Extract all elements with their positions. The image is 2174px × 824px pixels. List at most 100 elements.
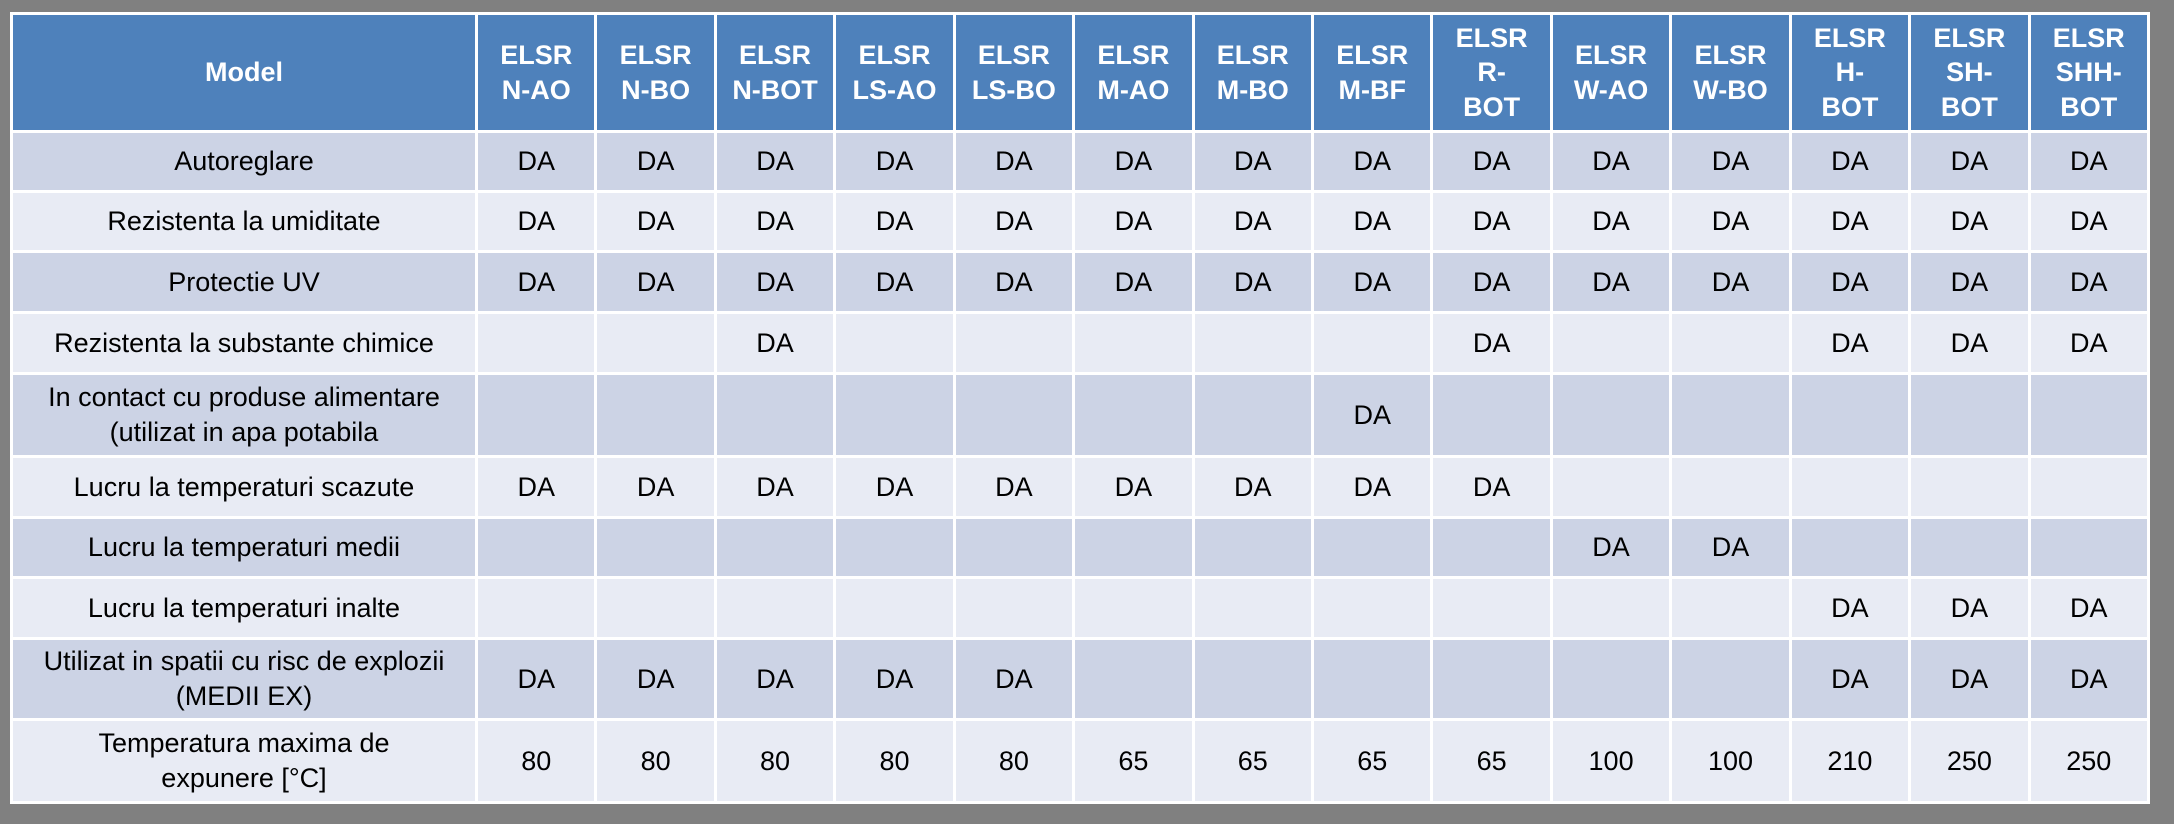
row-label: Lucru la temperaturi inalte <box>13 579 475 637</box>
table-cell: 250 <box>2030 721 2147 801</box>
table-cell: DA <box>1552 193 1670 250</box>
table-cell: DA <box>1911 640 2028 718</box>
table-cell: DA <box>836 253 953 311</box>
table-cell <box>1791 519 1909 576</box>
table-cell: DA <box>716 133 834 190</box>
table-cell <box>1433 640 1550 718</box>
table-cell <box>836 375 953 455</box>
table-cell: DA <box>955 253 1073 311</box>
table-cell: 80 <box>716 721 834 801</box>
column-header: ELSR LS-AO <box>836 15 953 130</box>
table-cell: DA <box>1433 133 1550 190</box>
table-cell: DA <box>836 458 953 516</box>
table-cell: DA <box>2030 193 2147 250</box>
table-cell: DA <box>1672 253 1789 311</box>
row-label: Rezistenta la substante chimice <box>13 314 475 372</box>
table-cell: DA <box>1552 253 1670 311</box>
table-cell: DA <box>1672 133 1789 190</box>
table-cell: DA <box>1433 193 1550 250</box>
column-header-model: Model <box>13 15 475 130</box>
table-cell: DA <box>597 133 714 190</box>
table-cell: DA <box>1911 133 2028 190</box>
table-cell: DA <box>2030 640 2147 718</box>
table-cell: 65 <box>1075 721 1192 801</box>
table-cell <box>955 314 1073 372</box>
table-cell <box>1194 519 1311 576</box>
table-cell: DA <box>1552 133 1670 190</box>
row-label: Lucru la temperaturi medii <box>13 519 475 576</box>
table-cell: DA <box>597 193 714 250</box>
table-cell <box>1314 579 1431 637</box>
table-cell: DA <box>2030 253 2147 311</box>
column-header: ELSR W-BO <box>1672 15 1789 130</box>
table-cell <box>1433 375 1550 455</box>
table-cell: DA <box>1194 193 1311 250</box>
table-cell <box>1194 579 1311 637</box>
table-cell: DA <box>836 133 953 190</box>
table-cell: 100 <box>1552 721 1670 801</box>
table-cell: DA <box>1075 458 1192 516</box>
column-header: ELSR N-BOT <box>716 15 834 130</box>
table-cell: DA <box>1314 458 1431 516</box>
table-cell: 80 <box>478 721 595 801</box>
table-cell: 80 <box>597 721 714 801</box>
table-cell: DA <box>478 133 595 190</box>
row-label: In contact cu produse alimentare (utiliz… <box>13 375 475 455</box>
table-cell: DA <box>2030 133 2147 190</box>
table-cell: DA <box>1194 133 1311 190</box>
table-cell: 65 <box>1194 721 1311 801</box>
table-cell: DA <box>1314 375 1431 455</box>
table-cell: DA <box>1433 314 1550 372</box>
row-label: Autoreglare <box>13 133 475 190</box>
table-cell <box>1911 519 2028 576</box>
table-cell: 80 <box>836 721 953 801</box>
table-cell <box>716 375 834 455</box>
table-cell <box>2030 375 2147 455</box>
column-header: ELSR N-BO <box>597 15 714 130</box>
table-cell <box>597 519 714 576</box>
table-cell: DA <box>1672 519 1789 576</box>
product-spec-table: Model ELSR N-AO ELSR N-BO ELSR N-BOT ELSR LS… <box>10 12 2150 804</box>
row-label: Temperatura maxima de expunere [°C] <box>13 721 475 801</box>
row-label: Utilizat in spatii cu risc de explozii (… <box>13 640 475 718</box>
table-cell <box>1314 519 1431 576</box>
table-cell <box>716 519 834 576</box>
table-cell <box>1911 458 2028 516</box>
row-label: Lucru la temperaturi scazute <box>13 458 475 516</box>
table-cell: DA <box>1075 133 1192 190</box>
table-cell <box>1075 640 1192 718</box>
column-header: ELSR W-AO <box>1552 15 1670 130</box>
table-cell: DA <box>478 458 595 516</box>
table-cell: DA <box>716 314 834 372</box>
table-cell <box>1672 640 1789 718</box>
table-cell: DA <box>1314 193 1431 250</box>
table-cell: DA <box>955 458 1073 516</box>
table-cell: DA <box>597 458 714 516</box>
table-cell: DA <box>1911 193 2028 250</box>
table-cell <box>1075 375 1192 455</box>
table-cell: DA <box>1791 253 1909 311</box>
spec-table-wrapper: Model ELSR N-AO ELSR N-BO ELSR N-BOT ELSR LS… <box>10 12 2150 804</box>
table-cell: DA <box>1791 314 1909 372</box>
table-cell: DA <box>1911 253 2028 311</box>
table-cell: DA <box>1075 193 1192 250</box>
table-cell <box>1314 640 1431 718</box>
table-cell <box>1911 375 2028 455</box>
table-cell: 65 <box>1314 721 1431 801</box>
table-cell: DA <box>716 458 834 516</box>
table-cell <box>1791 458 1909 516</box>
table-cell: DA <box>1791 193 1909 250</box>
table-cell: DA <box>836 640 953 718</box>
table-cell: DA <box>1314 253 1431 311</box>
table-cell: DA <box>1791 640 1909 718</box>
column-header: ELSR M-BO <box>1194 15 1311 130</box>
table-cell <box>1075 519 1192 576</box>
table-cell <box>716 579 834 637</box>
table-cell: DA <box>2030 314 2147 372</box>
table-cell <box>955 375 1073 455</box>
table-cell <box>1314 314 1431 372</box>
table-cell <box>1552 314 1670 372</box>
table-cell <box>478 314 595 372</box>
table-cell: DA <box>1552 519 1670 576</box>
column-header: ELSR M-AO <box>1075 15 1192 130</box>
